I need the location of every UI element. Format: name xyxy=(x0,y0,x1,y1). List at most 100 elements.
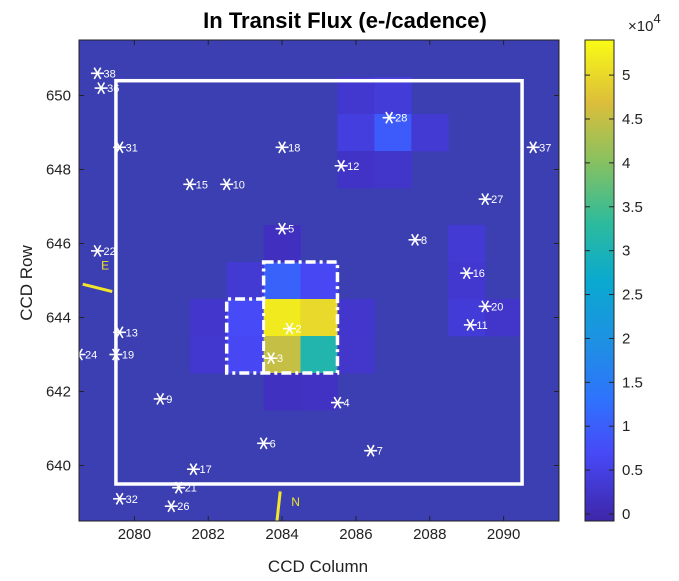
star-22: 22 xyxy=(90,244,116,258)
star-label-10: 10 xyxy=(233,179,245,191)
star-marker-16-2 xyxy=(462,267,471,280)
plot-area: E N 2 3 4 5 6 7 8 9 10 11 12 13 15 16 17 18 19 20 21 22 24 26 27… xyxy=(46,39,560,543)
colorbar-tick-label-2: 2 xyxy=(622,330,630,347)
star-17: 17 xyxy=(186,463,212,476)
star-marker-6-2 xyxy=(259,437,268,450)
star-marker-18-2 xyxy=(278,141,287,154)
star-27: 27 xyxy=(478,193,503,206)
colorbar: 00.511.522.533.544.55 ×104 xyxy=(584,11,661,523)
star-26: 26 xyxy=(164,500,190,513)
star-label-26: 26 xyxy=(177,501,189,513)
star-marker-5-2 xyxy=(278,222,287,235)
star-label-18: 18 xyxy=(288,142,300,154)
colorbar-tick-label-4.5: 4.5 xyxy=(622,111,643,128)
star-label-19: 19 xyxy=(122,350,134,362)
star-label-31: 31 xyxy=(126,142,138,154)
star-label-4: 4 xyxy=(343,398,349,410)
colorbar-tick-label-4: 4 xyxy=(622,155,630,172)
y-tick-label-648: 648 xyxy=(46,162,71,179)
star-label-3: 3 xyxy=(277,353,283,365)
star-label-38: 38 xyxy=(103,68,115,80)
star-label-15: 15 xyxy=(196,179,208,191)
star-label-24: 24 xyxy=(85,350,97,362)
star-19: 19 xyxy=(109,348,134,362)
colorbar-tick-label-5: 5 xyxy=(622,67,630,84)
star-15: 15 xyxy=(183,178,208,191)
star-7: 7 xyxy=(364,444,383,458)
flux-pixel-2090-644 xyxy=(485,299,523,337)
flux-pixel-2084-645 xyxy=(263,262,301,300)
flux-pixel-2085-645 xyxy=(300,262,338,300)
colorbar-tick-label-1.5: 1.5 xyxy=(622,374,643,391)
star-marker-19-2 xyxy=(111,348,120,361)
star-32: 32 xyxy=(113,492,138,506)
star-31: 31 xyxy=(113,141,138,154)
star-label-12: 12 xyxy=(347,161,359,173)
star-label-7: 7 xyxy=(377,446,383,458)
star-3: 3 xyxy=(264,352,283,365)
star-20: 20 xyxy=(478,300,503,313)
flux-pixel-2087-649 xyxy=(374,114,412,152)
star-18: 18 xyxy=(275,141,300,154)
star-marker-20-2 xyxy=(481,300,490,313)
flux-pixel-2083-643 xyxy=(226,336,264,374)
star-label-36: 36 xyxy=(107,83,119,95)
star-label-21: 21 xyxy=(185,483,197,495)
colorbar-tick-label-0: 0 xyxy=(622,506,630,523)
star-marker-32-2 xyxy=(115,492,124,505)
star-label-6: 6 xyxy=(270,438,276,450)
star-marker-28-2 xyxy=(385,111,394,124)
star-label-22: 22 xyxy=(103,246,115,258)
plot-frame xyxy=(78,39,560,522)
flux-pixel-2082-644 xyxy=(189,299,227,337)
x-tick-label-2086: 2086 xyxy=(339,526,372,543)
colorbar-exponent-base: ×10 xyxy=(628,18,653,35)
star-marker-38-2 xyxy=(93,67,102,80)
star-marker-21-2 xyxy=(174,481,183,494)
flux-pixel-2085-644 xyxy=(300,299,338,337)
star-label-37: 37 xyxy=(539,142,551,154)
y-tick-label-646: 646 xyxy=(46,236,71,253)
east-label: E xyxy=(101,258,109,272)
star-label-13: 13 xyxy=(126,327,138,339)
star-16: 16 xyxy=(460,267,485,280)
star-2: 2 xyxy=(282,322,302,336)
star-marker-9-2 xyxy=(156,392,165,405)
colorbar-tick-label-3: 3 xyxy=(622,243,630,260)
star-marker-31-2 xyxy=(115,141,124,154)
y-axis-label: CCD Row xyxy=(17,244,36,320)
x-tick-label-2088: 2088 xyxy=(413,526,446,543)
star-marker-24-2 xyxy=(79,348,83,357)
star-5: 5 xyxy=(275,222,294,236)
flux-pixel-2088-649 xyxy=(411,114,449,152)
x-tick-label-2090: 2090 xyxy=(487,526,520,543)
stamp-boundary xyxy=(114,78,524,486)
star-marker-7-2 xyxy=(366,444,375,457)
y-tick-label-650: 650 xyxy=(46,88,71,105)
flux-pixel-2083-644 xyxy=(226,299,264,337)
flux-pixel-2084-642 xyxy=(263,373,301,411)
star-marker-12-2 xyxy=(337,159,346,172)
star-label-11: 11 xyxy=(476,320,487,332)
star-marker-3-2 xyxy=(267,352,275,365)
star-marker-36-2 xyxy=(97,82,106,95)
colorbar-tick-label-3.5: 3.5 xyxy=(622,199,643,216)
star-marker-10-2 xyxy=(222,178,231,191)
star-marker-13-2 xyxy=(115,326,124,339)
north-arrow xyxy=(275,491,282,521)
star-label-16: 16 xyxy=(473,268,485,280)
star-label-27: 27 xyxy=(491,194,503,206)
star-marker-22-2 xyxy=(93,244,102,257)
star-marker-2-2 xyxy=(285,322,294,335)
star-label-2: 2 xyxy=(295,324,301,336)
colorbar-tick-label-2.5: 2.5 xyxy=(622,287,643,304)
star-marker-15-2 xyxy=(185,178,194,191)
star-38: 38 xyxy=(90,67,116,80)
star-marker-4-2 xyxy=(333,396,342,409)
star-13: 13 xyxy=(113,326,138,339)
y-tick-label-640: 640 xyxy=(46,458,71,475)
star-8: 8 xyxy=(408,233,427,247)
flux-pixel-2086-643 xyxy=(337,336,375,374)
flux-pixel-2086-649 xyxy=(337,114,375,152)
